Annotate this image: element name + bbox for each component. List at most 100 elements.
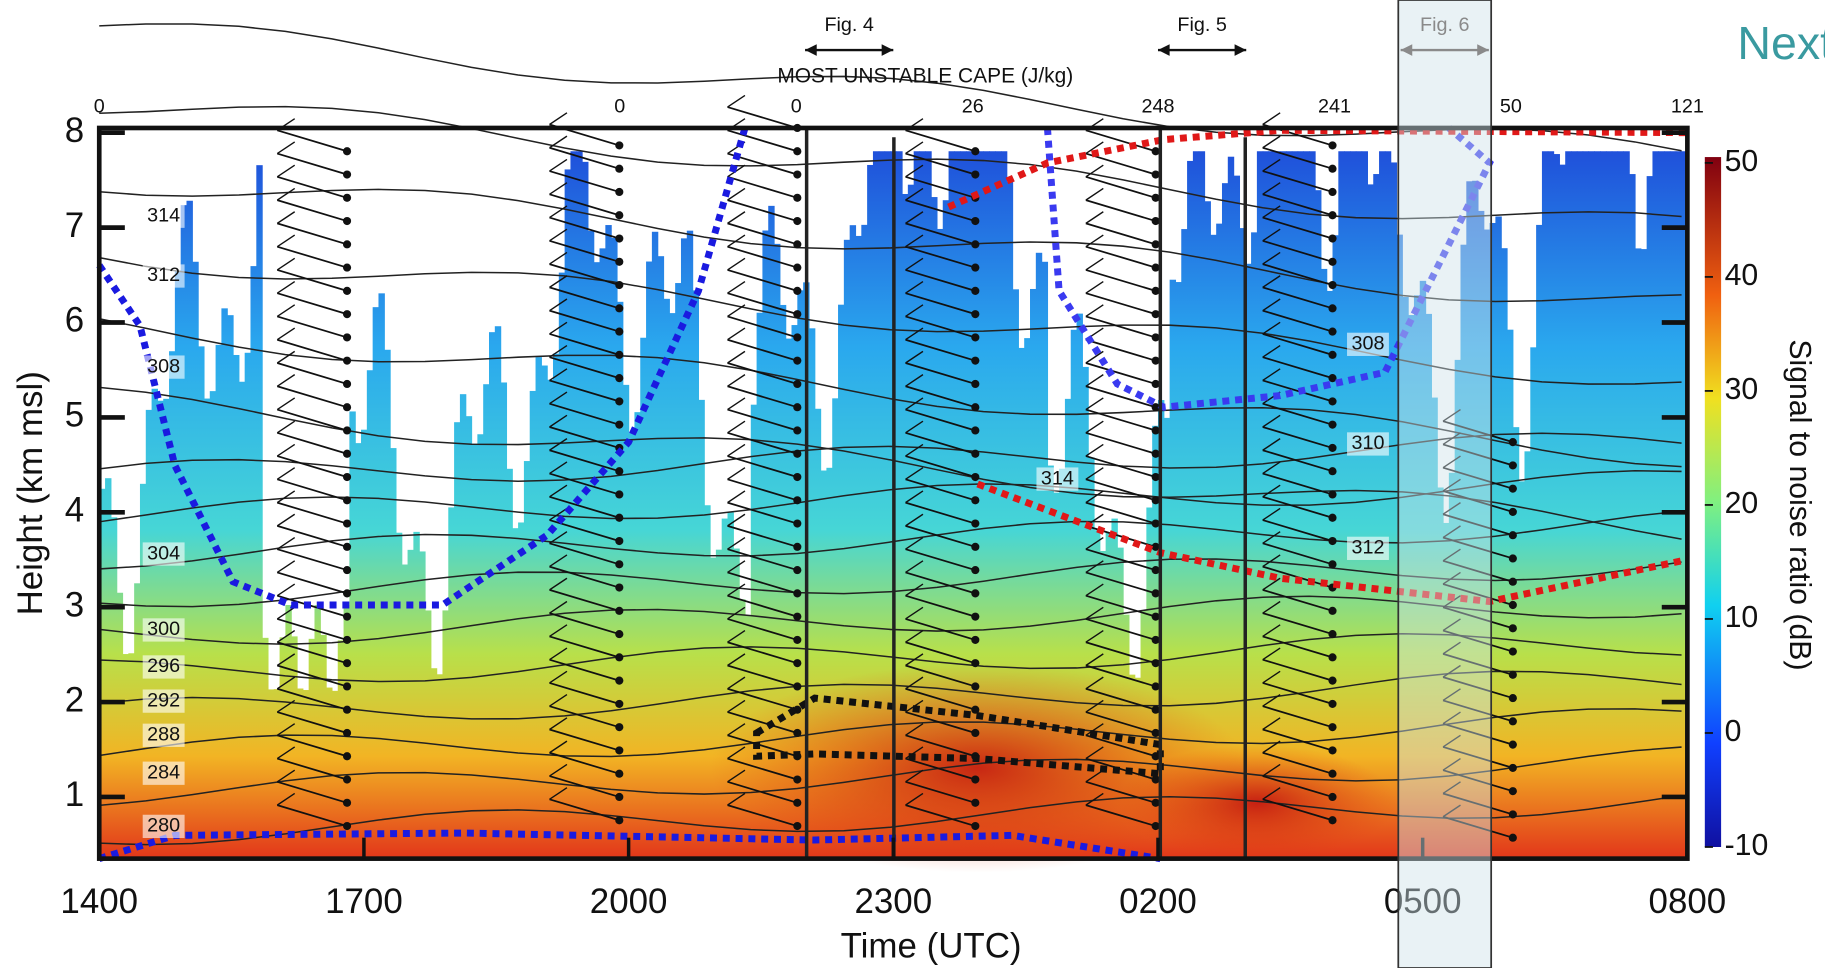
heatmap-column (640, 337, 647, 859)
wind-barb (905, 199, 976, 222)
sounding-dot (615, 327, 624, 336)
heatmap-column (1198, 151, 1206, 859)
heatmap-column (762, 230, 769, 859)
colorbar-tick-label: 20 (1725, 487, 1759, 520)
heatmap-column (297, 688, 304, 859)
wind-barb (1262, 472, 1333, 496)
soundings (276, 94, 1517, 842)
heatmap-column (361, 429, 368, 859)
heatmap-column (337, 640, 345, 859)
sounding-lines (804, 127, 1247, 859)
next-slide[interactable]: Next slide (1737, 17, 1825, 69)
wind-barb (1262, 484, 1281, 498)
wind-barb (1085, 536, 1104, 550)
wind-barb (549, 112, 568, 126)
wind-barb (905, 129, 976, 153)
contour-line (99, 510, 1682, 570)
heatmap-column (1355, 151, 1363, 859)
wind-barb (905, 211, 924, 224)
wind-barb (276, 431, 348, 455)
wind-barb (1085, 641, 1156, 665)
y-tick-label: 8 (65, 111, 84, 150)
heatmap-column (1315, 190, 1322, 859)
heatmap-column (750, 404, 758, 859)
wind-barb (727, 583, 746, 597)
wind-barb (905, 513, 924, 527)
heatmap-column (1408, 315, 1415, 859)
blue-dotted (1043, 125, 1494, 411)
wind-barb (1085, 804, 1156, 827)
wind-barb (1085, 781, 1156, 804)
heatmap-column (1635, 248, 1642, 859)
heatmap-column (983, 151, 990, 859)
heatmap-column (634, 412, 641, 859)
sounding-dot (1151, 519, 1160, 528)
wind-barb (1262, 333, 1333, 356)
region-outlines (96, 125, 1689, 863)
wind-barb (276, 548, 348, 571)
wind-barb (276, 711, 348, 734)
wind-barb (276, 257, 296, 271)
wind-barb (276, 385, 348, 409)
heatmap-column (838, 304, 845, 859)
sounding-dot (615, 536, 624, 546)
heatmap-column (233, 354, 240, 859)
wind-barb (1085, 583, 1104, 597)
heatmap-column (849, 225, 857, 859)
wind-barb (1085, 211, 1104, 224)
heatmap-column (1431, 397, 1438, 859)
wind-barb (1262, 461, 1281, 475)
wind-barb (905, 583, 924, 597)
wind-barb (276, 199, 348, 222)
arrow-head (1400, 44, 1413, 56)
heatmap-column (651, 231, 659, 859)
heatmap-column (1192, 151, 1200, 859)
heatmap-column (925, 151, 932, 859)
contour-label-bg (142, 761, 185, 785)
contour-label: 312 (147, 264, 180, 286)
sounding-dot (1328, 699, 1337, 708)
wind-barb (727, 490, 746, 504)
heatmap-column (948, 151, 955, 859)
heatmap-column (686, 230, 694, 859)
wind-barb (276, 490, 296, 504)
wind-barb (905, 525, 976, 548)
wind-barb (727, 723, 746, 736)
wind-barb (905, 234, 924, 248)
wind-barb (1085, 653, 1104, 667)
wind-barb (276, 397, 296, 411)
heatmap-column (1588, 151, 1595, 859)
wind-barb (1085, 269, 1156, 292)
wind-barb (549, 263, 620, 286)
wind-barb (1442, 618, 1461, 632)
heatmap-column (308, 638, 316, 859)
colorbar-tick-label: 0 (1725, 715, 1742, 748)
wind-barb (1442, 490, 1514, 513)
figure-ref-label: Fig. 6 (1420, 14, 1469, 36)
wind-barb (1442, 815, 1514, 839)
wind-barb (1262, 670, 1281, 684)
cape-label: 26 (962, 95, 984, 117)
contours (99, 23, 1682, 846)
wind-barb (1262, 112, 1281, 126)
wind-barb (905, 594, 976, 618)
wind-barb (1442, 629, 1514, 653)
heatmap-column (552, 353, 560, 859)
heatmap-column (134, 583, 141, 859)
wind-barb (1085, 571, 1156, 595)
wind-barb (727, 199, 798, 222)
wind-barb (276, 630, 296, 643)
wind-barb (549, 787, 568, 800)
wind-barb (905, 664, 976, 688)
wind-barb (549, 193, 620, 217)
wind-barb (905, 385, 976, 409)
heatmap-column (721, 518, 729, 859)
heatmap-column (110, 517, 118, 859)
wind-barb (1262, 705, 1333, 728)
sounding-dot (615, 164, 624, 173)
contour-label: 310 (1351, 432, 1384, 454)
wind-barb (1262, 158, 1281, 172)
wind-barb (1442, 653, 1514, 676)
heatmap-column (593, 262, 601, 859)
heatmap-column (1611, 151, 1619, 859)
